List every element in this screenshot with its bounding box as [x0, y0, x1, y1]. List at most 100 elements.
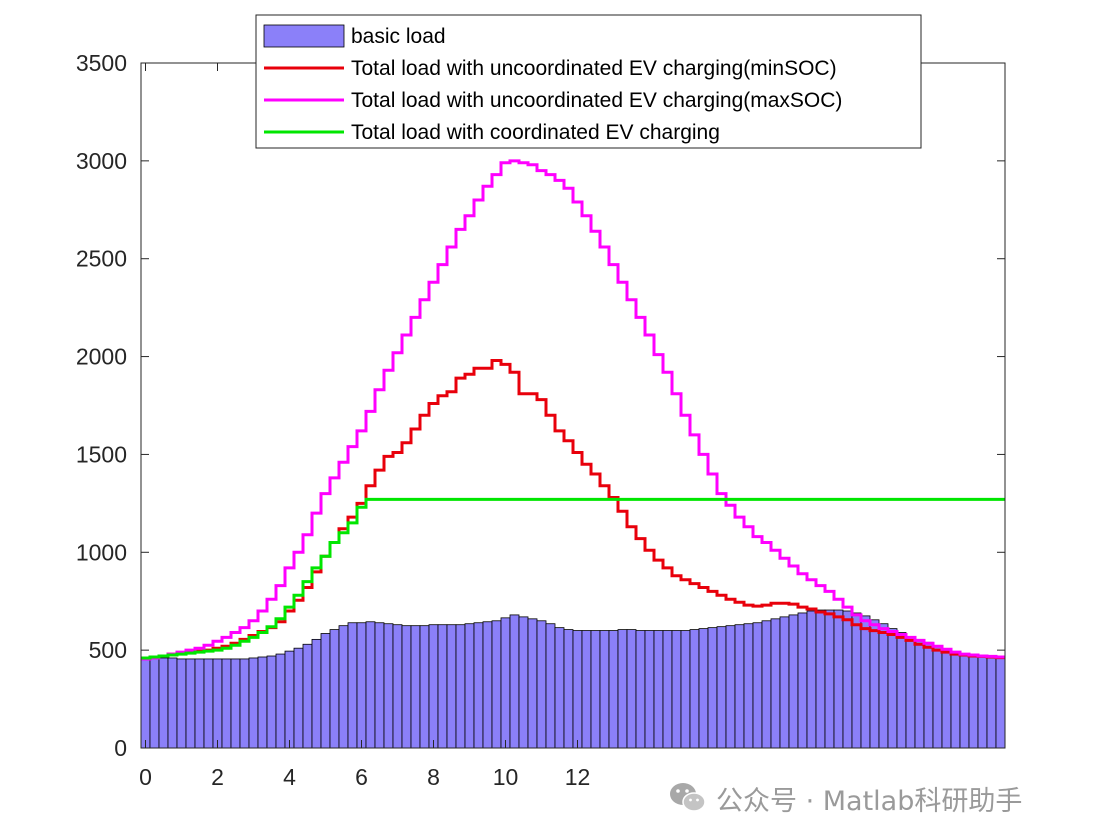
bar: [356, 622, 367, 749]
bar: [734, 624, 745, 749]
bar: [878, 623, 889, 749]
y-tick-label: 3000: [76, 148, 127, 174]
bar: [248, 657, 259, 749]
bar: [707, 627, 718, 749]
y-tick-label: 1500: [76, 441, 127, 467]
bar: [293, 647, 304, 749]
legend-label: Total load with uncoordinated EV chargin…: [351, 57, 837, 80]
bar: [194, 658, 205, 749]
legend-swatch-bar: [263, 24, 345, 48]
bar: [977, 656, 988, 749]
bar: [392, 624, 403, 749]
bar: [617, 629, 628, 749]
series-line-3: [141, 497, 1005, 660]
bar: [815, 609, 826, 749]
bar: [986, 657, 997, 749]
bar: [824, 609, 835, 749]
bar: [455, 624, 466, 749]
bar: [563, 629, 574, 749]
bar: [347, 622, 358, 749]
legend-label: basic load: [351, 25, 446, 48]
legend: basic load Total load with uncoordinated …: [255, 14, 922, 149]
bar: [869, 619, 880, 749]
bar: [473, 622, 484, 749]
bar: [806, 610, 817, 749]
bar: [437, 624, 448, 749]
bar: [644, 630, 655, 749]
bar: [851, 612, 862, 749]
bar: [374, 622, 385, 749]
bar: [203, 658, 214, 749]
bar: [662, 630, 673, 749]
bar: [932, 645, 943, 749]
bar: [446, 624, 457, 749]
bar: [635, 630, 646, 749]
bar: [779, 616, 790, 749]
bar: [509, 614, 520, 749]
bar: [959, 653, 970, 749]
bar: [689, 629, 700, 749]
y-tick-label: 2500: [76, 246, 127, 272]
wechat-icon: [670, 783, 706, 812]
bar: [833, 609, 844, 749]
bar: [941, 648, 952, 749]
bar: [860, 615, 871, 749]
bar: [608, 630, 619, 749]
bar: [266, 655, 277, 749]
bar: [320, 633, 331, 749]
bar: [482, 621, 493, 749]
bar: [383, 623, 394, 749]
bar: [338, 625, 349, 749]
bar: [572, 630, 583, 749]
x-tick-label: 12: [565, 764, 591, 790]
bar: [140, 657, 151, 749]
bar: [905, 636, 916, 749]
series-lines: [141, 159, 1005, 661]
bar: [365, 621, 376, 749]
bar: [590, 630, 601, 749]
bar: [401, 625, 412, 749]
bar: [212, 658, 223, 749]
bar: [788, 614, 799, 749]
bar: [500, 617, 511, 749]
axes: 0 500 1000 1500 2000 2500 3000 3500 0 2 4 6 8 10 12: [76, 50, 1006, 790]
bar: [914, 638, 925, 749]
bar: [698, 628, 709, 749]
legend-box: [255, 14, 922, 149]
bar: [680, 630, 691, 749]
bar: [158, 657, 169, 749]
legend-label: Total load with uncoordinated EV chargin…: [351, 89, 842, 112]
bar: [221, 658, 232, 749]
bar: [671, 630, 682, 749]
bar: [842, 610, 853, 749]
bar: [311, 638, 322, 749]
bar: [797, 612, 808, 749]
x-tick-label: 4: [283, 764, 296, 790]
bar: [761, 620, 772, 749]
bar: [239, 658, 250, 749]
bar: [995, 657, 1006, 749]
bar: [518, 616, 529, 749]
bar: [653, 630, 664, 749]
y-tick-label: 1000: [76, 539, 127, 565]
bar: [545, 623, 556, 749]
bar: [716, 626, 727, 749]
y-tick-label: 0: [114, 735, 127, 761]
watermark-text: 公众号 · Matlab科研助手: [716, 785, 1023, 817]
bar: [626, 629, 637, 749]
bar: [275, 653, 286, 749]
x-tick-label: 6: [355, 764, 368, 790]
bar: [428, 624, 439, 749]
y-tick-label: 2000: [76, 344, 127, 370]
bar: [527, 618, 538, 749]
bar: [887, 628, 898, 749]
bar: [257, 656, 268, 749]
bar: [230, 658, 241, 749]
bar: [968, 655, 979, 749]
bar: [149, 657, 160, 749]
bar: [185, 658, 196, 749]
bar: [950, 651, 961, 749]
bar: [329, 629, 340, 749]
bar: [302, 643, 313, 749]
